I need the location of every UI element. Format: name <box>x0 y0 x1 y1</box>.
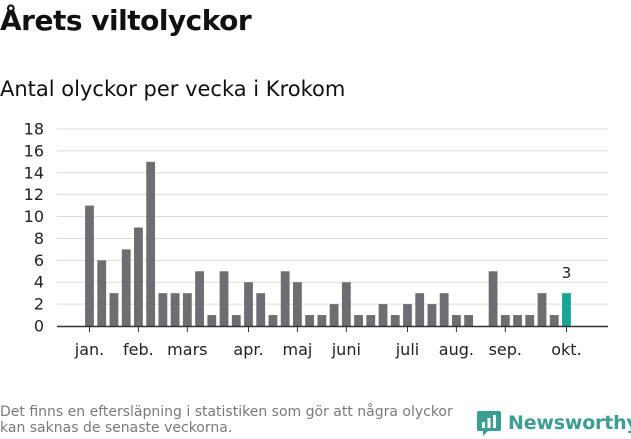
bar <box>341 282 351 326</box>
bar <box>182 293 192 326</box>
x-tick-label: maj <box>282 340 312 359</box>
footnote: Det finns en eftersläpning i statistiken… <box>0 404 453 436</box>
bar <box>244 282 253 326</box>
bar <box>354 315 363 326</box>
x-tick-label: mars <box>167 340 207 359</box>
x-tick-label: juni <box>331 340 361 359</box>
brand-name: Newsworthy <box>508 412 631 434</box>
y-tick-label: 14 <box>24 163 44 182</box>
x-tick-label: apr. <box>233 340 263 359</box>
y-tick-label: 6 <box>34 251 44 270</box>
x-tick-label: sep. <box>489 340 522 359</box>
bar <box>513 315 522 326</box>
bar <box>97 260 107 326</box>
bar <box>293 282 302 326</box>
bar-chart: 0 2 4 6 8 10 12 14 16 18 3 jan. feb. mars apr. maj juni j… <box>24 120 608 359</box>
y-tick-label: 10 <box>24 207 44 226</box>
y-tick-label: 2 <box>34 295 44 314</box>
bar <box>109 293 119 326</box>
page-title: Årets viltolyckor <box>0 4 252 37</box>
bar <box>305 315 315 326</box>
bar <box>537 293 547 326</box>
bar <box>549 315 559 326</box>
bar <box>488 271 498 326</box>
y-tick-label: 0 <box>34 317 44 336</box>
y-tick-label: 16 <box>24 141 44 160</box>
bar <box>268 315 278 326</box>
highlight-data-label: 3 <box>562 264 572 282</box>
bar <box>378 304 388 326</box>
bar <box>146 161 156 326</box>
bar <box>464 315 474 326</box>
bar <box>427 304 437 326</box>
chart-subtitle: Antal olyckor per vecka i Krokom <box>0 77 346 101</box>
bar <box>121 249 131 326</box>
x-tick-label: aug. <box>439 340 474 359</box>
bar <box>170 293 180 326</box>
bar <box>231 315 241 326</box>
brand: Newsworthy <box>476 408 631 438</box>
bar <box>439 293 449 326</box>
bar <box>525 315 535 326</box>
y-tick-label: 18 <box>24 120 44 139</box>
bar <box>329 304 339 326</box>
bar <box>256 293 266 326</box>
highlight-bar <box>562 293 571 326</box>
bar <box>158 293 168 326</box>
bar <box>134 227 143 326</box>
bar <box>415 293 425 326</box>
bar <box>500 315 510 326</box>
x-tick-label: juli <box>395 340 419 359</box>
newsworthy-logo-icon <box>477 411 501 436</box>
x-tick-label: okt. <box>551 340 581 359</box>
bar <box>452 315 461 326</box>
x-tick-label: feb. <box>123 340 154 359</box>
x-tick-label: jan. <box>74 340 104 359</box>
y-tick-label: 8 <box>34 229 44 248</box>
bar <box>403 304 412 326</box>
bar <box>219 271 229 326</box>
bar <box>366 315 376 326</box>
bar <box>85 205 94 326</box>
bar <box>317 315 327 326</box>
y-tick-label: 12 <box>24 185 44 204</box>
y-tick-label: 4 <box>34 273 44 292</box>
bar <box>195 271 204 326</box>
bar <box>207 315 217 326</box>
bar <box>280 271 290 326</box>
bar <box>390 315 400 326</box>
